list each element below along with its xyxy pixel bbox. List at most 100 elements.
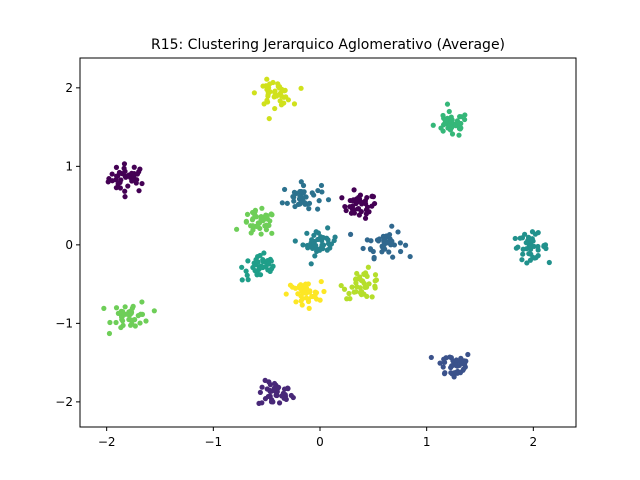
cluster-12-point [365, 264, 371, 270]
cluster-14-point [305, 298, 312, 305]
cluster-8-point [244, 272, 250, 278]
cluster-0-point [125, 183, 131, 189]
cluster-10-point [255, 223, 261, 229]
cluster-12-point [346, 290, 352, 297]
cluster-9-point [443, 117, 449, 123]
cluster-2-point [259, 400, 265, 406]
cluster-0-point [117, 185, 123, 191]
cluster-9-point [430, 122, 436, 128]
cluster-0-point [134, 171, 141, 177]
cluster-1-point [355, 194, 362, 201]
cluster-12-point [352, 276, 359, 282]
y-tick-label: 2 [65, 81, 73, 95]
cluster-5-point [300, 182, 307, 189]
cluster-4-point [368, 238, 374, 244]
cluster-12-point [372, 272, 379, 278]
cluster-10-point [234, 226, 240, 232]
cluster-13-point [278, 93, 285, 99]
cluster-5-point [303, 194, 309, 200]
cluster-11-point [119, 316, 125, 323]
cluster-2-point [262, 377, 268, 383]
cluster-6-point [315, 230, 322, 236]
cluster-7-point [519, 257, 525, 263]
cluster-1-point [351, 187, 357, 193]
cluster-9-point [457, 124, 463, 130]
cluster-2-point [265, 393, 271, 400]
cluster-4-point [347, 231, 354, 237]
cluster-9-point [444, 101, 451, 107]
cluster-14-point [298, 298, 304, 304]
cluster-12-point [349, 284, 355, 290]
cluster-12-point [338, 282, 344, 289]
cluster-5-point [315, 187, 321, 194]
x-tick-label: 1 [423, 435, 431, 449]
cluster-8-point [255, 253, 261, 260]
cluster-10-point [263, 227, 270, 233]
cluster-13-point [265, 92, 271, 98]
cluster-3-point [441, 371, 448, 377]
axes: −2 −1 0 1 2 −2 −1 0 1 2 [55, 81, 537, 449]
cluster-7-point [546, 259, 552, 266]
cluster-6-point [308, 261, 314, 267]
cluster-12-point [369, 294, 375, 300]
cluster-5-point [292, 203, 298, 210]
cluster-10-point [247, 223, 254, 229]
cluster-11-point [128, 309, 135, 315]
cluster-9-point [449, 131, 456, 137]
cluster-4-point [371, 256, 377, 262]
cluster-5-point [318, 182, 325, 189]
cluster-6-point [292, 238, 298, 244]
cluster-14-point [289, 284, 296, 290]
cluster-5-point [279, 200, 285, 206]
cluster-11-point [151, 308, 157, 314]
cluster-4-point [384, 234, 390, 240]
cluster-1-point [369, 193, 375, 199]
cluster-4-point [390, 254, 396, 260]
cluster-4-point [374, 237, 381, 243]
cluster-14-point [298, 293, 304, 299]
cluster-3-point [437, 360, 443, 366]
cluster-12-point [361, 280, 367, 287]
cluster-5-point [306, 206, 312, 212]
cluster-3-point [461, 366, 467, 372]
cluster-9-point [447, 127, 454, 133]
cluster-7-point [526, 251, 532, 257]
cluster-10-point [263, 212, 269, 218]
cluster-14-point [301, 290, 308, 296]
cluster-0-point [121, 165, 127, 171]
cluster-8-point [239, 277, 245, 283]
cluster-5-point [284, 200, 290, 206]
cluster-10-point [259, 205, 265, 211]
y-tick-label: −1 [55, 316, 73, 330]
cluster-5-point [319, 189, 325, 195]
cluster-5-point [291, 198, 297, 204]
cluster-10-point [264, 216, 271, 222]
cluster-10-point [266, 222, 272, 228]
plot-frame [79, 57, 577, 428]
cluster-2-point [273, 392, 279, 398]
cluster-13-point [281, 88, 287, 94]
cluster-1-point [364, 194, 370, 201]
cluster-5-point [325, 197, 332, 203]
cluster-14-point [293, 299, 299, 305]
cluster-13-point [291, 101, 298, 107]
cluster-5-point [297, 201, 303, 207]
cluster-5-point [281, 186, 288, 193]
cluster-13-point [277, 98, 283, 104]
cluster-4-point [395, 229, 401, 235]
y-tick-label: −2 [55, 395, 73, 409]
cluster-12-point [364, 293, 370, 300]
cluster-10-point [253, 214, 260, 220]
cluster-2-point [276, 400, 283, 406]
cluster-8-point [243, 268, 249, 274]
cluster-10-point [243, 218, 249, 224]
cluster-12-point [341, 286, 348, 292]
cluster-6-point [319, 242, 325, 248]
cluster-1-point [351, 207, 357, 213]
cluster-5-point [291, 194, 297, 200]
x-tick-label: −1 [204, 435, 222, 449]
cluster-0-point [131, 164, 137, 170]
cluster-12-point [354, 284, 360, 290]
cluster-11-point [120, 322, 126, 328]
cluster-1-point [347, 204, 353, 210]
